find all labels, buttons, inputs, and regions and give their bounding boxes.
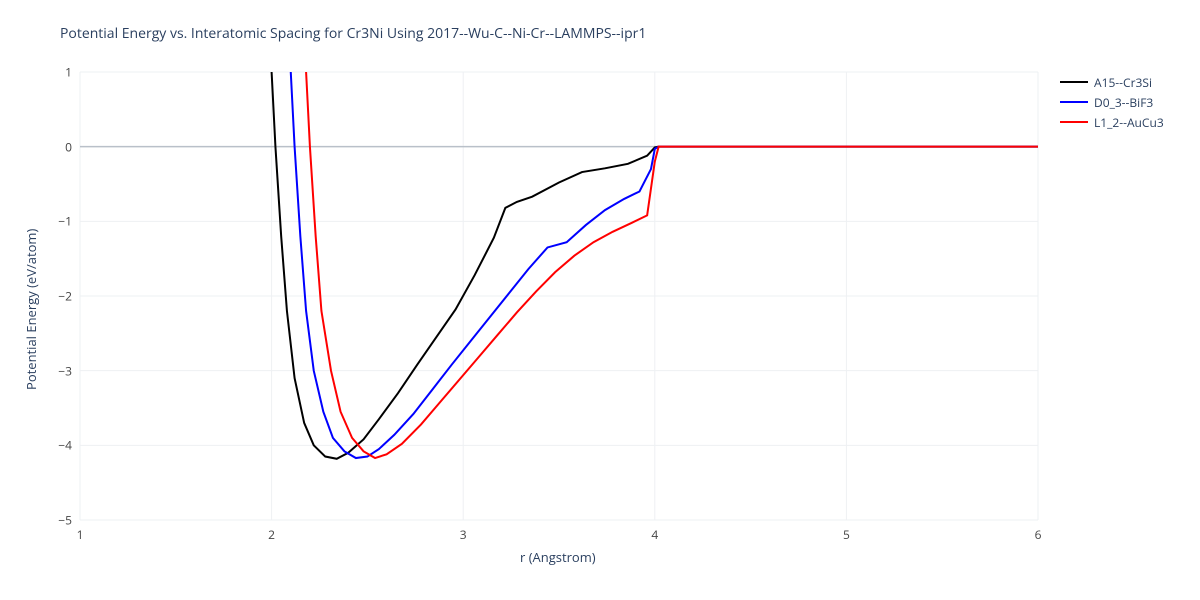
x-tick: 4 — [651, 526, 658, 543]
series-L1_2--AuCu3[interactable] — [295, 0, 1038, 458]
legend: A15--Cr3Si D0_3--BiF3 L1_2--AuCu3 — [1060, 72, 1164, 132]
x-axis-label: r (Angstrom) — [520, 548, 596, 566]
legend-label: A15--Cr3Si — [1094, 74, 1152, 91]
y-tick: 0 — [42, 138, 72, 155]
series-A15--Cr3Si[interactable] — [262, 0, 1038, 459]
y-tick: −4 — [42, 437, 72, 454]
legend-label: D0_3--BiF3 — [1094, 94, 1153, 111]
x-tick: 3 — [460, 526, 467, 543]
legend-swatch — [1060, 121, 1088, 123]
legend-item[interactable]: L1_2--AuCu3 — [1060, 112, 1164, 132]
legend-swatch — [1060, 101, 1088, 103]
chart-container: Potential Energy vs. Interatomic Spacing… — [0, 0, 1200, 600]
legend-label: L1_2--AuCu3 — [1094, 114, 1164, 131]
y-tick: −3 — [42, 362, 72, 379]
legend-item[interactable]: D0_3--BiF3 — [1060, 92, 1164, 112]
x-tick: 1 — [77, 526, 84, 543]
y-tick: −5 — [42, 512, 72, 529]
y-tick: −1 — [42, 213, 72, 230]
legend-item[interactable]: A15--Cr3Si — [1060, 72, 1164, 92]
legend-swatch — [1060, 81, 1088, 83]
plot-area[interactable] — [0, 0, 1200, 600]
x-tick: 2 — [268, 526, 275, 543]
y-tick: −2 — [42, 288, 72, 305]
series-D0_3--BiF3[interactable] — [281, 0, 1038, 458]
y-tick: 1 — [42, 64, 72, 81]
x-tick: 5 — [843, 526, 850, 543]
x-tick: 6 — [1035, 526, 1042, 543]
y-axis-label: Potential Energy (eV/atom) — [22, 229, 40, 390]
